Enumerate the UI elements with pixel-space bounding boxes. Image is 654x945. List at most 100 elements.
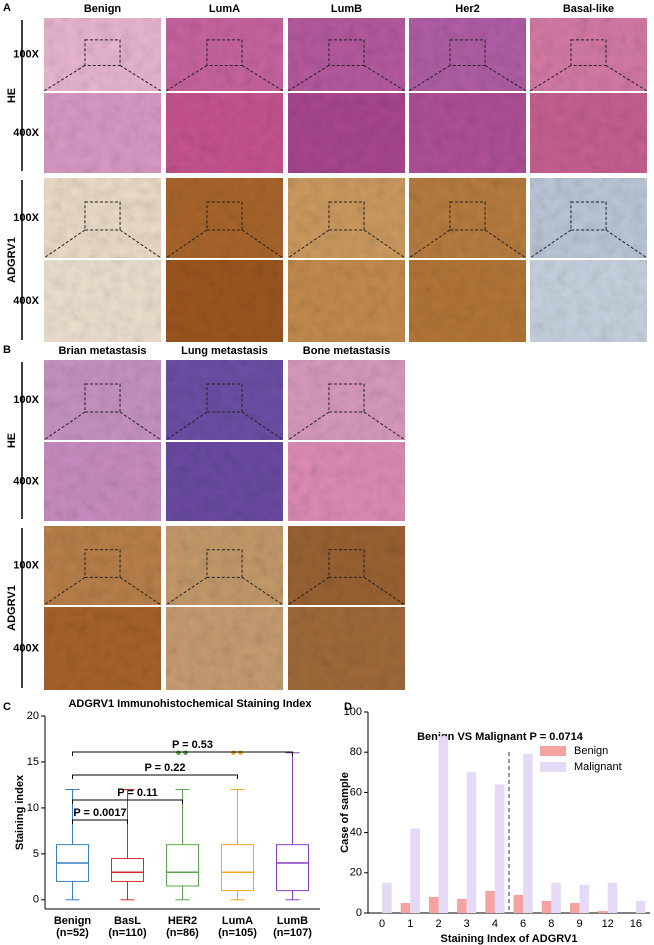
micrograph-texture	[44, 607, 161, 690]
outlier	[176, 750, 181, 756]
panel-letter: B	[3, 344, 11, 356]
micrograph-texture	[409, 260, 526, 342]
y-axis-label: Case of sample	[339, 772, 351, 853]
zoom-box	[206, 201, 243, 231]
column-header: Bone metastasis	[303, 345, 390, 357]
micrograph-texture	[166, 93, 283, 173]
zoom-line	[165, 229, 208, 259]
micrograph-texture	[409, 93, 526, 173]
zoom-line	[119, 576, 162, 606]
stain-label: ADGRV1	[6, 585, 18, 631]
micrograph-texture	[44, 260, 161, 342]
y-tick-label: 0	[356, 907, 362, 919]
n-label: (n=52)	[56, 927, 89, 939]
outlier	[238, 750, 243, 756]
box	[111, 857, 144, 882]
zoom-line	[241, 576, 284, 606]
zoom-line	[287, 65, 330, 92]
zoom-line	[529, 65, 572, 92]
zoom-box	[449, 201, 486, 231]
y-tick-label: 10	[27, 802, 39, 814]
micrograph-texture	[166, 360, 283, 440]
column-header: Her2	[455, 3, 479, 15]
zoom-box	[328, 383, 365, 413]
outlier	[183, 750, 188, 756]
column-header: LumA	[209, 3, 240, 15]
zoom-line	[408, 229, 451, 259]
zoom-line	[287, 411, 330, 441]
chart-title: Benign VS Malignant P = 0.0714	[417, 731, 584, 743]
n-label: (n=107)	[273, 927, 312, 939]
bar	[513, 894, 524, 913]
box	[276, 844, 309, 892]
magnification-label: 100X	[13, 559, 39, 571]
zoom-line	[529, 229, 572, 259]
legend-swatch	[540, 762, 566, 772]
zoom-line	[363, 229, 406, 259]
stain-label: ADGRV1	[6, 237, 18, 283]
chart-title: ADGRV1 Immunohistochemical Staining Inde…	[68, 698, 312, 710]
zoom-line	[241, 65, 284, 92]
column-header: Benign	[84, 3, 122, 15]
bar	[551, 882, 561, 913]
magnification-label: 100X	[13, 394, 39, 406]
micrograph-texture	[166, 260, 283, 342]
y-axis-label: Staining index	[14, 774, 26, 850]
zoom-box	[84, 201, 121, 231]
stain-label: HE	[6, 88, 18, 103]
micrograph-texture	[44, 360, 161, 440]
zoom-line	[43, 65, 86, 92]
bar	[635, 900, 646, 913]
p-value: P = 0.0017	[73, 807, 126, 819]
bar	[410, 828, 420, 913]
micrograph-texture	[288, 607, 405, 690]
x-tick-label: HER2	[168, 915, 197, 927]
n-label: (n=105)	[218, 927, 257, 939]
zoom-line	[484, 229, 527, 259]
micrograph-texture	[288, 360, 405, 440]
zoom-box	[570, 201, 607, 231]
zoom-box	[206, 549, 243, 578]
micrograph-texture	[44, 526, 161, 605]
magnification-label: 400X	[13, 475, 39, 487]
zoom-line	[165, 411, 208, 441]
zoom-line	[119, 229, 162, 259]
micrograph-texture	[530, 93, 647, 173]
x-tick-label: 1	[407, 918, 413, 930]
significance-bracket	[72, 751, 293, 756]
micrograph-texture	[288, 442, 405, 521]
panel-letter: D	[344, 701, 352, 713]
zoom-line	[287, 229, 330, 259]
significance-bracket	[72, 799, 183, 804]
y-tick-label: 60	[350, 786, 362, 798]
x-tick-label: 12	[602, 918, 614, 930]
bar	[541, 900, 552, 913]
legend-label: Malignant	[574, 761, 622, 773]
y-tick-label: 40	[350, 827, 362, 839]
zoom-box	[328, 201, 365, 231]
zoom-line	[241, 229, 284, 259]
p-value: P = 0.22	[144, 762, 185, 774]
bar	[400, 902, 411, 913]
zoom-line	[43, 576, 86, 606]
significance-bracket	[72, 819, 128, 824]
column-header: Brian metastasis	[58, 345, 146, 357]
y-tick-label: 20	[350, 867, 362, 879]
micrograph-texture	[166, 607, 283, 690]
bar	[579, 884, 590, 913]
p-value: P = 0.11	[117, 787, 157, 799]
bar	[485, 890, 495, 913]
zoom-line	[119, 411, 162, 441]
x-tick-label: 0	[379, 918, 385, 930]
micrograph-texture	[166, 178, 283, 258]
significance-bracket	[72, 774, 238, 779]
zoom-box	[328, 39, 365, 66]
panel-letter: A	[3, 2, 11, 14]
x-tick-label: LumB	[277, 915, 308, 927]
zoom-line	[363, 65, 406, 92]
zoom-box	[206, 39, 243, 66]
magnification-label: 100X	[13, 212, 39, 224]
micrograph-texture	[530, 260, 647, 342]
zoom-box	[206, 383, 243, 413]
